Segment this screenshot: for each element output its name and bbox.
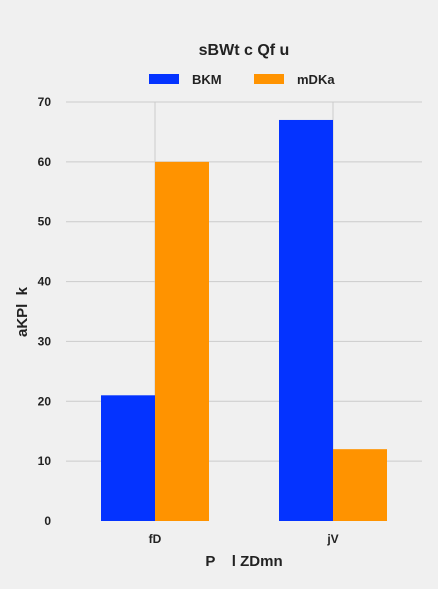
y-tick-label: 60: [38, 155, 52, 169]
x-tick-label: fD: [149, 532, 162, 546]
bar-BKM-fD: [101, 395, 155, 521]
y-tick-label: 40: [38, 275, 52, 289]
legend: BKM mDKa: [149, 72, 335, 87]
chart-title: sBWt c Qf u: [199, 42, 290, 59]
y-tick-label: 50: [38, 215, 52, 229]
bar-BKM-jV: [279, 120, 333, 521]
legend-swatch-mDKa: [254, 74, 284, 84]
x-axis-label: P l ZDmn: [205, 553, 282, 570]
bar-mDKa-fD: [155, 162, 209, 521]
y-tick-label: 20: [38, 394, 52, 408]
x-tick-label: jV: [326, 532, 338, 546]
y-tick-label: 70: [38, 95, 52, 109]
bar-mDKa-jV: [333, 449, 387, 521]
y-axis-label: aKPl k: [14, 286, 31, 337]
legend-swatch-BKM: [149, 74, 179, 84]
legend-label-mDKa: mDKa: [297, 72, 335, 87]
y-tick-label: 10: [38, 454, 52, 468]
y-tick-label: 30: [38, 334, 52, 348]
y-tick-label: 0: [44, 514, 51, 528]
legend-label-BKM: BKM: [192, 72, 222, 87]
